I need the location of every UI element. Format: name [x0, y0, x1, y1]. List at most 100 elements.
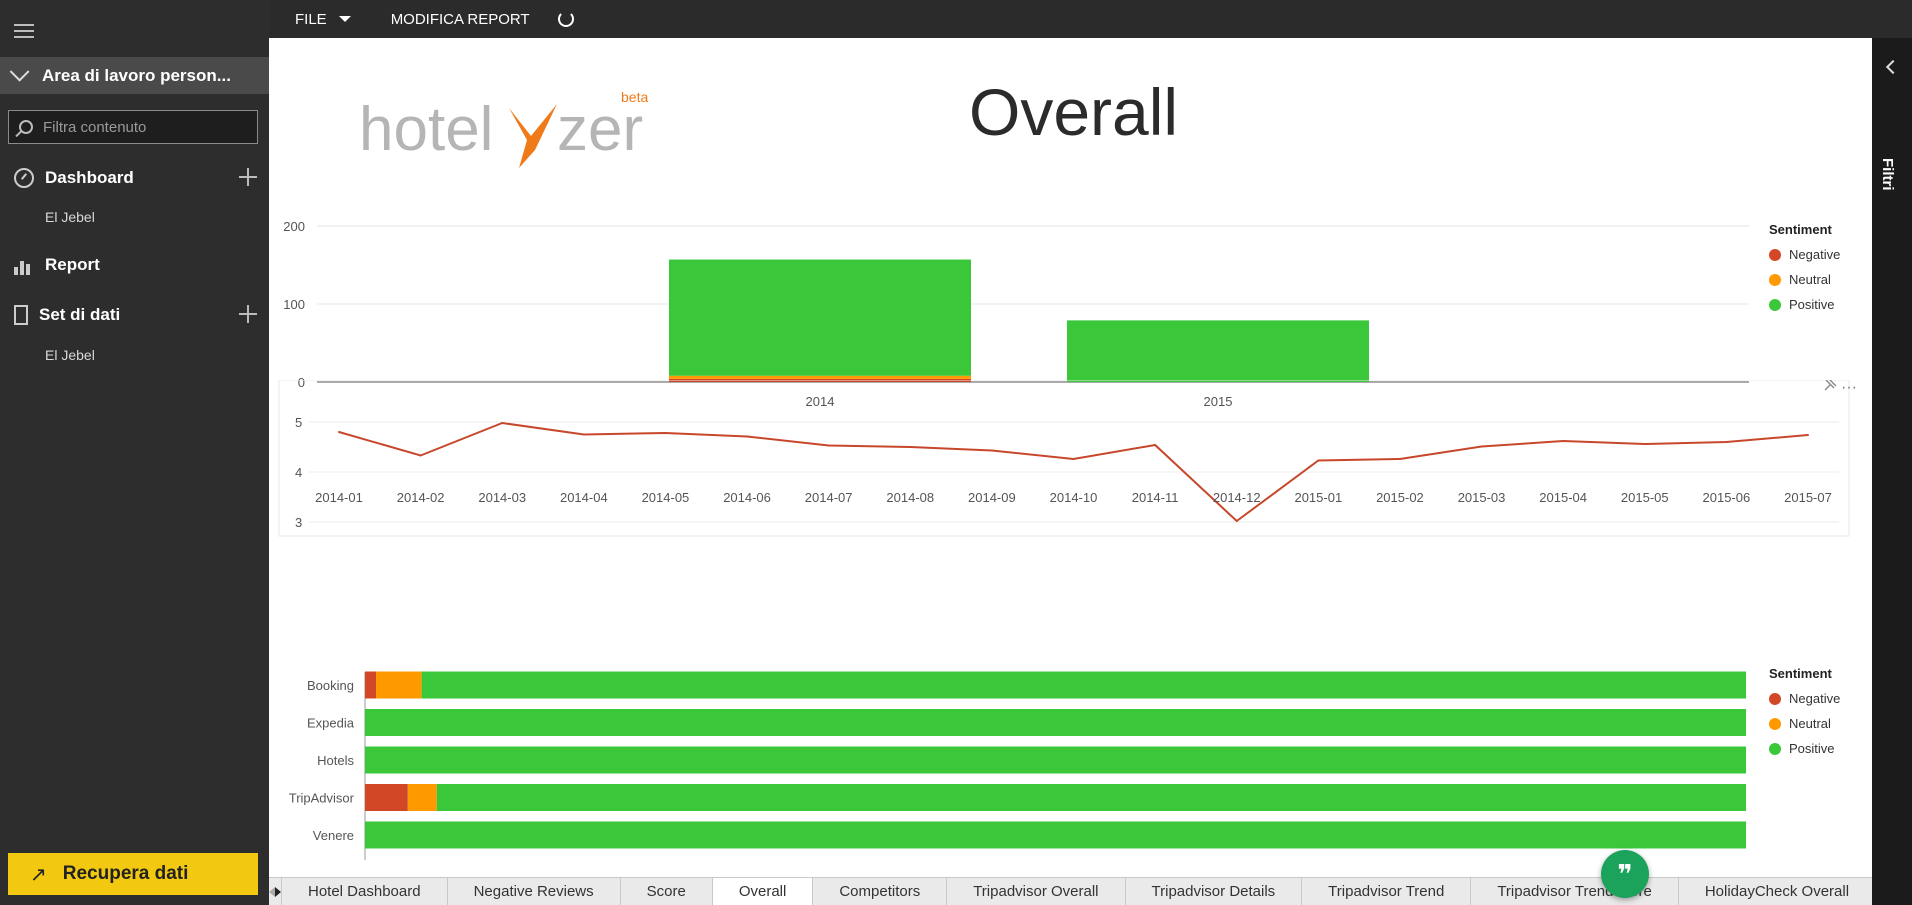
logo-mark-icon	[509, 104, 557, 168]
refresh-icon[interactable]	[557, 11, 574, 27]
x-tick-label: 2015-01	[1294, 490, 1342, 505]
nav-datasets[interactable]: Set di dati	[0, 299, 269, 331]
filters-pane-label[interactable]: Filtri	[1879, 158, 1896, 191]
get-data-label: Recupera dati	[62, 863, 189, 884]
arrow-up-right-icon: ↗	[30, 863, 47, 886]
legend-marker-negative	[1769, 249, 1781, 261]
dataset-document-icon	[14, 305, 28, 325]
x-tick-label: 2014-09	[968, 490, 1016, 505]
data-point	[1480, 445, 1483, 448]
pin-icon	[1824, 380, 1837, 391]
workspace-selector[interactable]: Area di lavoro person...	[0, 57, 269, 94]
legend-label-positive: Positive	[1789, 741, 1835, 756]
hotelyzer-logo: hotel zer beta	[359, 89, 648, 168]
x-tick-label: 2015-02	[1376, 490, 1424, 505]
search-icon	[19, 120, 33, 134]
legend-label-negative: Negative	[1789, 247, 1840, 262]
tab-scroll-nav	[269, 878, 282, 905]
y-tick-label: 3	[295, 515, 302, 530]
x-tick-label: 2014-03	[478, 490, 526, 505]
tab-holidaycheck-overall[interactable]: HolidayCheck Overall	[1679, 878, 1872, 905]
data-point	[909, 446, 912, 448]
pin-icon-path	[1824, 380, 1837, 391]
tab-competitors[interactable]: Competitors	[813, 878, 948, 905]
filter-input[interactable]	[43, 118, 243, 136]
add-dashboard-plus-icon[interactable]	[239, 168, 257, 186]
dataset-item-el-jebel[interactable]: El Jebel	[45, 347, 95, 363]
legend-label-neutral: Neutral	[1789, 272, 1831, 287]
add-dataset-plus-icon[interactable]	[239, 305, 257, 323]
tab-tripadvisor-trend[interactable]: Tripadvisor Trend	[1302, 878, 1472, 905]
sidebar: Area di lavoro person... Dashboard El Je…	[0, 0, 269, 905]
nav-datasets-label: Set di dati	[39, 305, 121, 324]
hamburger-menu-icon[interactable]	[14, 24, 34, 38]
x-tick-label: 2015-07	[1784, 490, 1832, 505]
data-point	[746, 435, 749, 438]
data-point	[338, 431, 340, 433]
get-data-button[interactable]: ↗ Recupera dati	[8, 853, 258, 895]
data-point	[419, 454, 422, 457]
x-tick-label: 2014-10	[1050, 490, 1098, 505]
chevron-left-icon[interactable]	[1885, 59, 1901, 75]
y-tick-label: TripAdvisor	[289, 791, 355, 806]
legend-marker-negative	[1769, 693, 1781, 705]
x-tick-label: 2014-05	[642, 490, 690, 505]
x-tick-label: 2014-07	[805, 490, 853, 505]
bar-positive-tripadvisor	[436, 784, 1746, 811]
legend-title: Sentiment	[1769, 666, 1833, 681]
page-title: Overall	[969, 75, 1179, 149]
x-tick-label: 2015	[1204, 394, 1233, 409]
data-point	[1643, 443, 1646, 445]
data-point	[827, 444, 830, 447]
filter-field[interactable]	[8, 110, 258, 144]
x-tick-label: 2014-02	[397, 490, 445, 505]
sentiment-by-year-chart[interactable]: 0 100 200 2014 2015 Sentiment Negative Neutral P…	[269, 168, 1872, 418]
tab-scroll-right-icon[interactable]	[275, 886, 281, 897]
report-bar-chart-icon	[14, 255, 34, 275]
top-toolbar: FILE MODIFICA REPORT	[269, 0, 1912, 38]
tab-hotel-dashboard[interactable]: Hotel Dashboard	[282, 878, 448, 905]
quote-comment-icon[interactable]: ❞	[1601, 850, 1649, 898]
y-tick-label: 100	[283, 297, 305, 312]
tab-tripadvisor-details[interactable]: Tripadvisor Details	[1126, 878, 1303, 905]
tab-negative-reviews[interactable]: Negative Reviews	[448, 878, 621, 905]
chevron-down-icon	[9, 61, 30, 82]
x-tick-label: 2015-04	[1539, 490, 1587, 505]
bar-positive-expedia	[365, 709, 1746, 736]
legend-label-negative: Negative	[1789, 691, 1840, 706]
x-tick-label: 2015-05	[1621, 490, 1669, 505]
sentiment-by-source-chart[interactable]: BookingExpediaHotelsTripAdvisorVenere0%1…	[269, 620, 1872, 877]
tab-overall[interactable]: Overall	[712, 878, 814, 905]
score-trend-chart[interactable]: 3 4 5 2014-01 2014-02 2014-03 2014-04 2014-05 20…	[269, 380, 1872, 538]
data-point	[1154, 444, 1157, 446]
data-point	[501, 422, 504, 424]
bar-negative-booking	[365, 671, 377, 699]
data-point	[1398, 458, 1401, 460]
legend-marker-neutral	[1769, 274, 1781, 286]
file-menu-button[interactable]: FILE	[295, 11, 351, 28]
nav-report-label: Report	[45, 255, 100, 274]
legend-marker-neutral	[1769, 718, 1781, 730]
data-point	[582, 433, 585, 436]
nav-dashboard-label: Dashboard	[45, 168, 134, 187]
x-tick-label: 2015-06	[1703, 490, 1751, 505]
legend-title: Sentiment	[1769, 222, 1833, 237]
data-point	[990, 449, 993, 452]
tab-score[interactable]: Score	[621, 878, 713, 905]
tab-tripadvisor-trend-more[interactable]: Tripadvisor Trend more	[1471, 878, 1679, 905]
legend-label-positive: Positive	[1789, 297, 1835, 312]
edit-report-button[interactable]: MODIFICA REPORT	[391, 11, 530, 28]
legend-marker-positive	[1769, 299, 1781, 311]
edit-report-label: MODIFICA REPORT	[390, 10, 530, 28]
dashboard-item-el-jebel[interactable]: El Jebel	[45, 209, 95, 225]
bar-positive-booking	[421, 671, 1747, 699]
bar-neutral-booking	[376, 671, 422, 699]
tab-tripadvisor-overall[interactable]: Tripadvisor Overall	[947, 878, 1126, 905]
y-tick-label: Booking	[307, 678, 354, 693]
nav-dashboard[interactable]: Dashboard	[0, 162, 269, 194]
nav-report[interactable]: Report	[0, 249, 269, 281]
tab-scroll-left-icon[interactable]	[269, 886, 275, 897]
more-options-icon: ···	[1841, 380, 1857, 396]
chart-border	[278, 380, 1850, 537]
y-tick-label: 4	[295, 465, 302, 480]
